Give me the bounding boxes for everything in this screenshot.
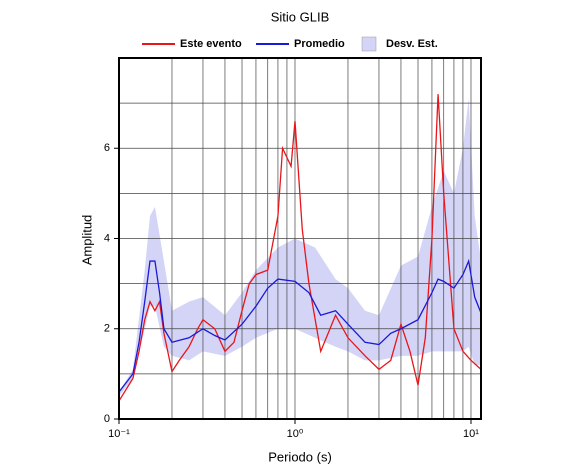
- std-band: [119, 98, 481, 397]
- y-tick-label: 4: [104, 232, 110, 244]
- legend-label: Desv. Est.: [386, 38, 438, 50]
- x-axis-label: Periodo (s): [268, 449, 332, 464]
- x-tick-label: 10⁰: [287, 428, 304, 440]
- legend-label: Promedio: [294, 38, 345, 50]
- y-tick-label: 6: [104, 142, 110, 154]
- chart-title: Sitio GLIB: [271, 9, 330, 24]
- x-tick-label: 10¹: [463, 428, 479, 440]
- legend-label: Este evento: [180, 38, 242, 50]
- series-line: [118, 258, 482, 393]
- y-tick-label: 0: [104, 413, 110, 425]
- plot-frame: [118, 57, 482, 420]
- y-axis-label: Amplitud: [79, 215, 94, 266]
- y-tick-label: 2: [104, 323, 110, 335]
- legend-swatch: [361, 36, 377, 52]
- series-line: [118, 94, 482, 402]
- x-tick-label: 10⁻¹: [108, 428, 130, 440]
